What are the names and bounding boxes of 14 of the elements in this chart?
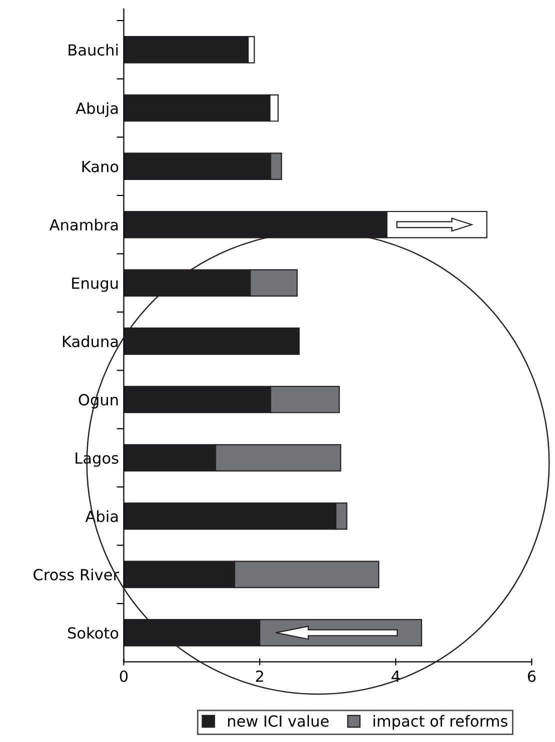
y-tick-label: Anambra [49,218,118,231]
x-tick-label: 0 [120,670,128,682]
y-tick-label: Enugu [72,278,118,292]
y-tick-label: Bauchi [68,44,118,56]
x-tick-label: 6 [528,670,536,682]
legend-label: impact of reforms [374,714,508,730]
y-tick-label: Kaduna [63,335,118,348]
y-tick-label: Kano [82,160,118,172]
x-tick-label: 2 [256,670,264,682]
legend-label: new ICI value [228,714,329,727]
x-tick-label: 4 [392,670,400,682]
y-tick-label: Sokoto [68,626,118,639]
bar [124,328,300,355]
y-tick-label: Abuja [76,102,118,117]
